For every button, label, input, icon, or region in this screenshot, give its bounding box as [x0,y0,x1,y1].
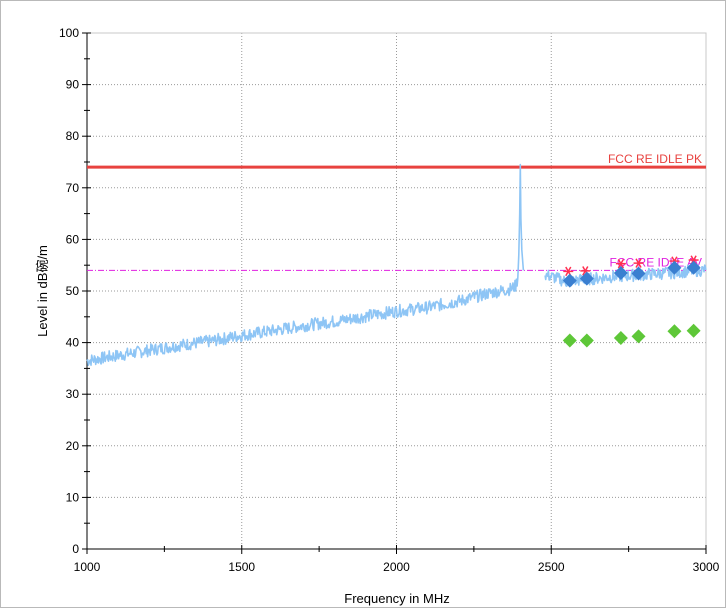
y-tick-label: 20 [66,439,80,453]
y-tick-label: 10 [66,490,80,504]
star-stroke [582,266,589,276]
y-tick-label: 70 [66,181,80,195]
diamond-marker [667,324,682,339]
markers [562,255,701,348]
star-marker [563,266,574,277]
x-tick-label: 1500 [228,560,255,574]
y-tick-label: 50 [66,284,80,298]
y-tick-label: 30 [66,387,80,401]
axes [82,32,707,554]
diamond-marker [613,265,628,280]
y-tick-label: 0 [72,542,79,556]
star-stroke [635,258,642,268]
y-axis-title: Level in dB碗/m [35,245,50,337]
diamond-marker [686,260,701,275]
x-axis-title: Frequency in MHz [344,591,449,606]
diamond-marker [631,329,646,344]
x-tick-label: 1000 [74,560,101,574]
star-marker [615,258,626,269]
diamond-marker [613,330,628,345]
diamond-marker [562,273,577,288]
y-tick-label: 80 [66,129,80,143]
x-tick-label: 2500 [538,560,565,574]
x-tick-label: 3000 [693,560,720,574]
y-tick-label: 100 [59,26,79,40]
x-tick-label: 2000 [383,560,410,574]
diamond-marker [686,323,701,338]
y-tick-label: 90 [66,78,80,92]
diamond-marker [562,333,577,348]
star-stroke [617,258,625,269]
diamond-marker [579,333,594,348]
spectrum-trace [86,163,525,366]
limit-label: FCC RE IDLE PK [608,152,702,166]
grid [87,32,707,549]
diamond-marker [667,260,682,275]
star-marker [633,258,644,268]
diamond-marker [631,266,646,281]
y-tick-label: 40 [66,336,80,350]
tick-labels: 0 10 20 30 40 50 60 70 80 90 100 1000 1500 2000 2500 30… [59,26,720,574]
diamond-marker [579,271,594,286]
star-stroke [565,266,572,277]
y-tick-label: 60 [66,232,80,246]
